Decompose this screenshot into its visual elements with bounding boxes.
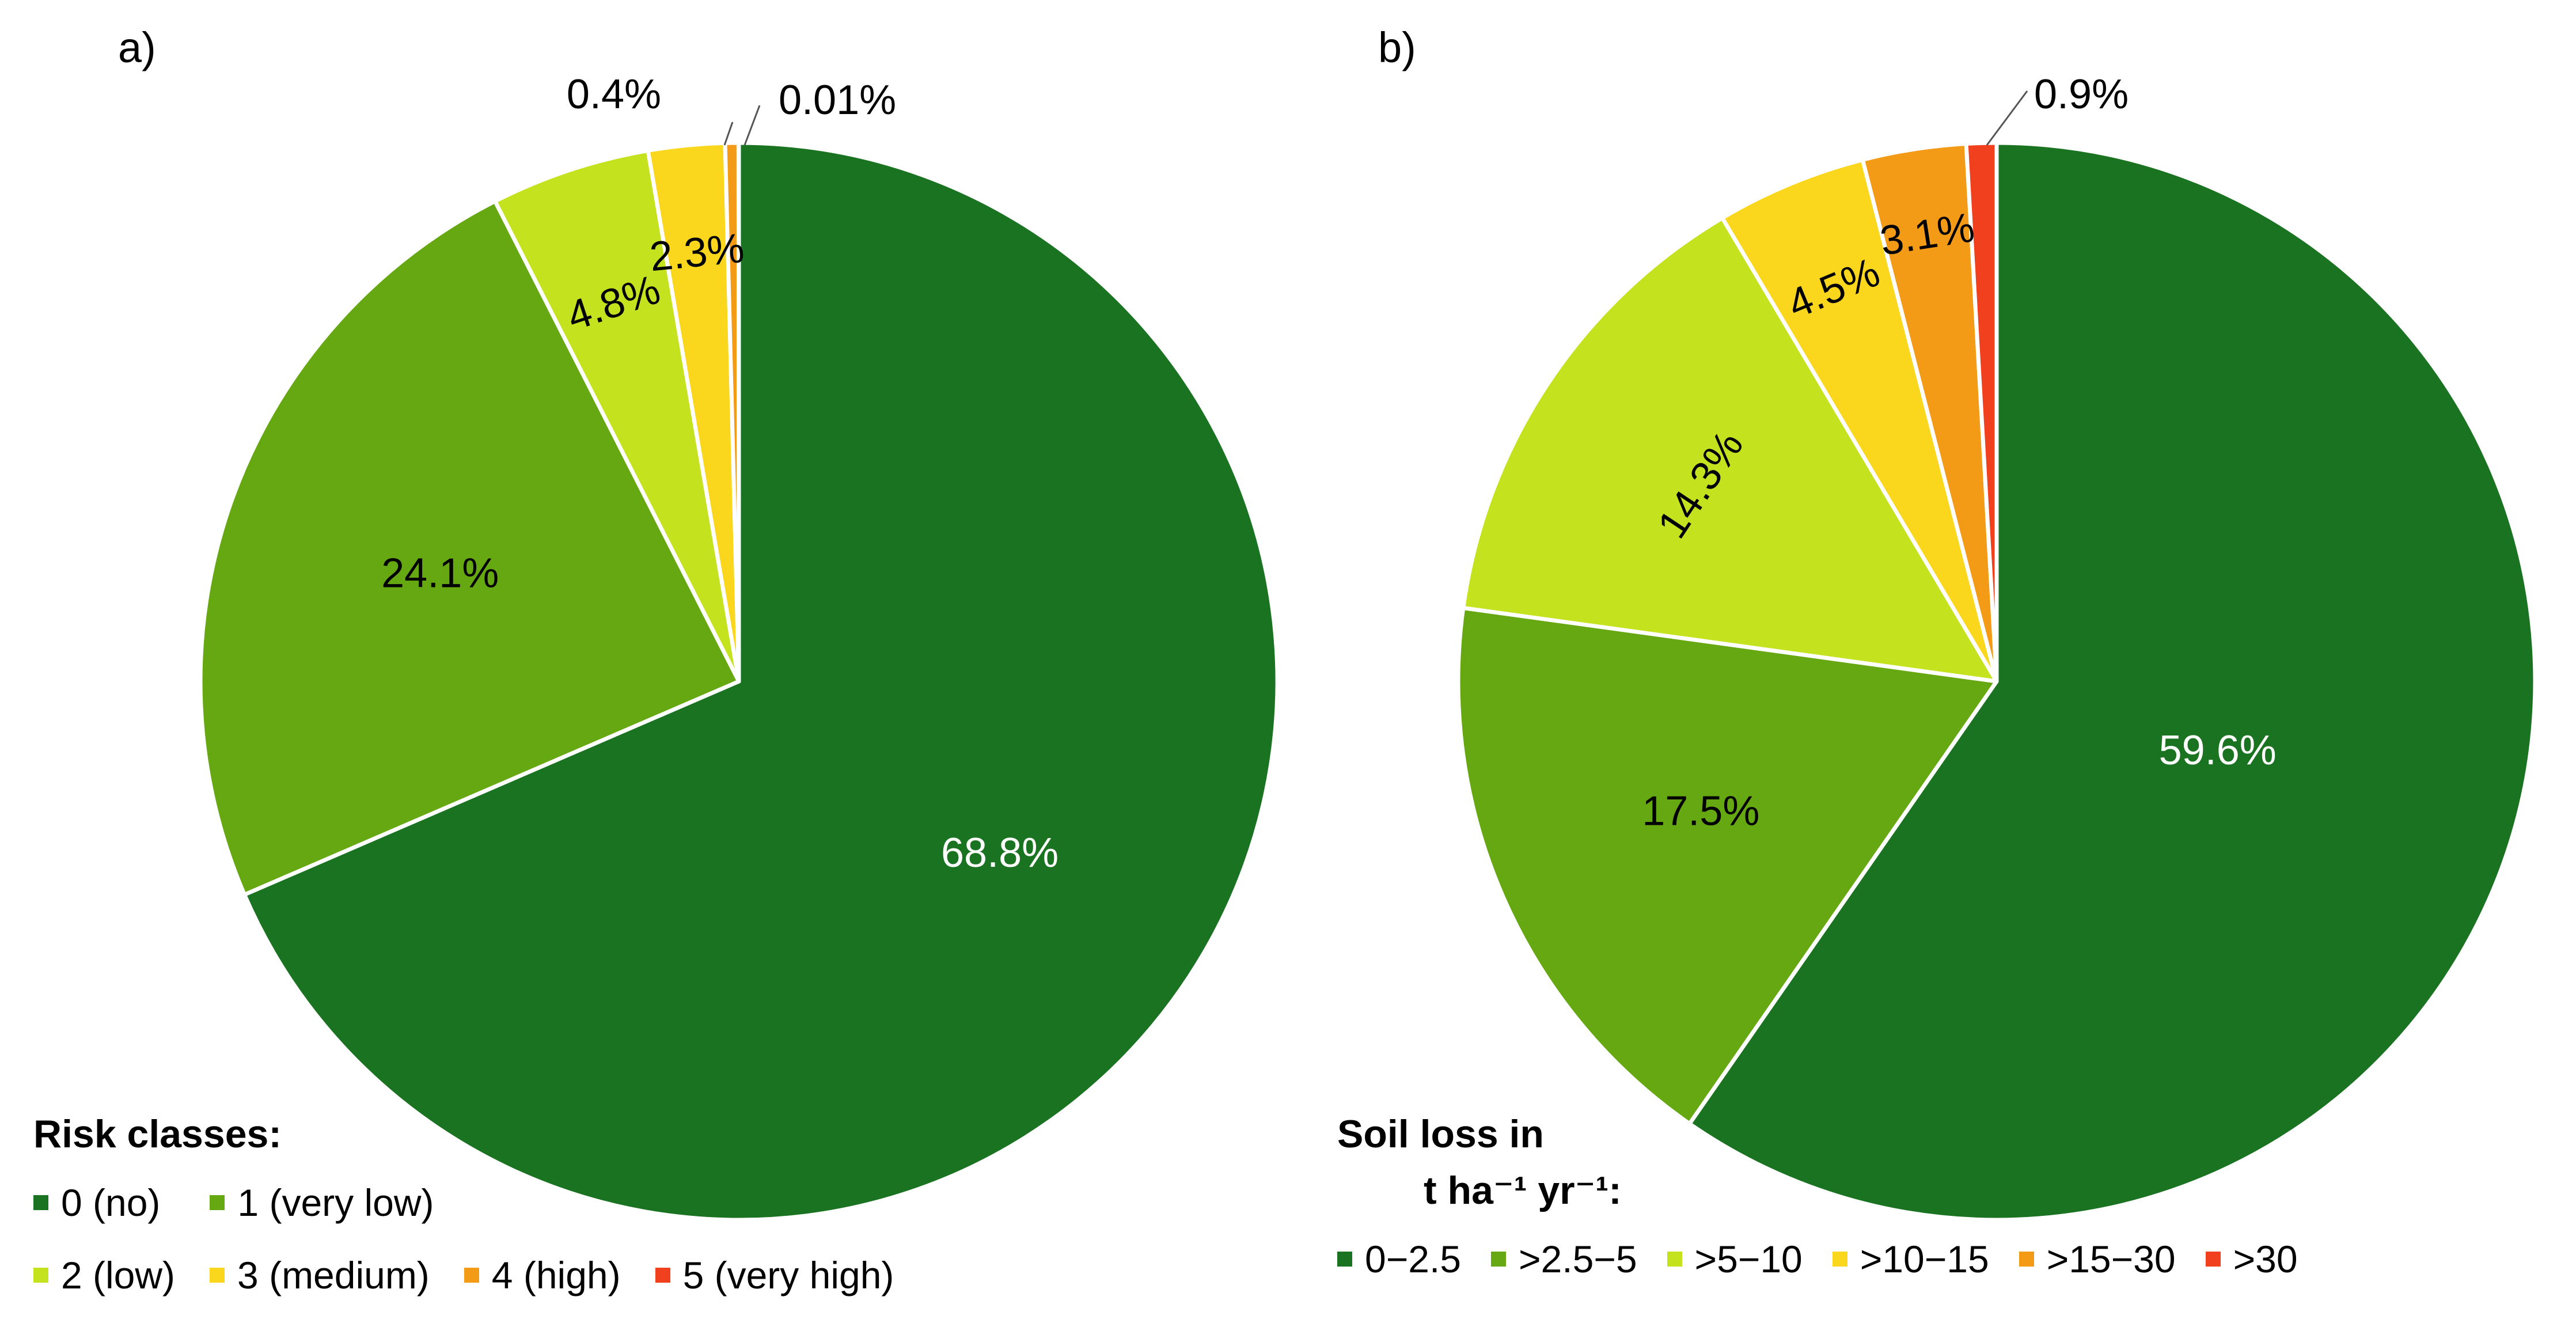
data-label: 2.3% [648,225,746,280]
data-label: 0.01% [779,77,896,123]
legend-b-item: >30 [2205,1238,2298,1280]
legend-a-title: Risk classes: [33,1112,282,1156]
pie-slice [493,148,741,684]
legend-label: 4 (high) [491,1254,621,1296]
legend-swatch [33,1268,48,1283]
pie-chart-b: 59.6%17.5%14.3%4.5%3.1%0.9%b) [1378,24,2537,1222]
pie-slice [1687,141,2537,1222]
legend-label: 3 (medium) [237,1254,430,1296]
legend-swatch [1337,1252,1352,1267]
legend-b-title: Soil loss in [1337,1112,1544,1156]
legend-swatch [1491,1252,1506,1267]
legend-swatch [655,1268,670,1283]
legend-b-item: >15−30 [2019,1240,2176,1278]
pie-slice [198,199,741,897]
pie-slice [1461,215,1999,684]
legend-a-item: 0 (no) [33,1184,160,1222]
legend-swatch [2205,1252,2221,1267]
panel-label: a) [118,24,156,71]
legend-label: >10−15 [1860,1238,1989,1280]
legend-label: >15−30 [2046,1238,2176,1280]
pie-slice [736,141,741,684]
legend-a-item: 4 (high) [464,1256,621,1294]
legend-a-item: 1 (very low) [210,1184,434,1222]
legend-b-item: >5−10 [1667,1240,1803,1278]
legend-swatch [1832,1252,1847,1267]
legend-label: 0−2.5 [1365,1238,1461,1280]
pie-slice [1720,157,1999,684]
legend-a: Risk classes: 0 (no) 1 (very low) 2 (low… [33,1114,928,1294]
data-label: 24.1% [381,551,499,597]
data-label: 0.4% [567,71,661,117]
legend-label: 5 (very high) [682,1254,894,1296]
legend-swatch [33,1195,48,1210]
leader-line [723,122,734,146]
data-label: 0.9% [2034,71,2129,117]
legend-label: >5−10 [1694,1238,1803,1280]
pie-slice [1456,605,1999,1126]
legend-a-item: 3 (medium) [210,1256,430,1294]
data-label: 59.6% [2159,727,2277,774]
legend-label: 1 (very low) [237,1181,434,1224]
legend-b-row-1: 0−2.5 >2.5−5 >5−10 >10−15 >15−30 >30 [1337,1240,2328,1278]
legend-label: 2 (low) [61,1254,176,1296]
pie-slice [242,141,1280,1222]
pie-chart-a: 68.8%24.1%4.8%2.3%0.4% 0.01%a) [118,24,1280,1222]
legend-b-item: 0−2.5 [1337,1240,1461,1278]
data-label: 68.8% [941,830,1059,876]
pie-slice [1964,141,1999,684]
legend-a-row-2: 2 (low) 3 (medium) 4 (high) 5 (very high… [33,1256,928,1294]
legend-a-row-1: 0 (no) 1 (very low) [33,1184,928,1222]
legend-b-unit: t ha⁻¹ yr⁻¹: [1424,1169,1622,1212]
legend-b-item: >2.5−5 [1491,1240,1637,1278]
legend-a-item: 5 (very high) [655,1256,894,1294]
legend-label: >30 [2233,1238,2298,1280]
legend-b: Soil loss in t ha⁻¹ yr⁻¹: 0−2.5 >2.5−5 >… [1337,1114,2328,1278]
legend-swatch [2019,1252,2034,1267]
legend-swatch [1667,1252,1682,1267]
leader-line [1986,90,2028,146]
legend-b-item: >10−15 [1832,1238,1989,1280]
data-label: 17.5% [1642,788,1759,834]
leader-line [743,105,761,146]
panel-label: b) [1378,24,1416,71]
legend-swatch [210,1195,225,1210]
legend-a-item: 2 (low) [33,1256,175,1294]
legend-swatch [464,1268,479,1283]
legend-swatch [210,1268,225,1283]
legend-label: >2.5−5 [1519,1238,1637,1280]
legend-label: 0 (no) [61,1181,161,1224]
